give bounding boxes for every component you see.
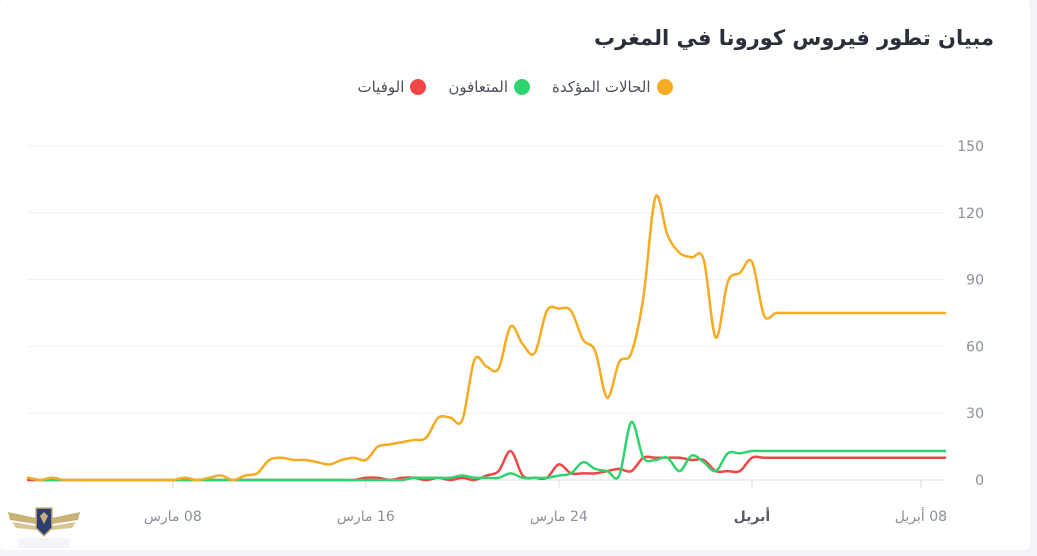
legend-dot-confirmed (656, 79, 673, 95)
y-tick-label: 60 (966, 339, 984, 355)
series-line-confirmed[interactable] (26, 194, 947, 482)
y-tick-label: 0 (975, 473, 984, 489)
legend-item-confirmed[interactable]: الحالات المؤكدة (552, 78, 673, 96)
x-tick-label: 08 مارس (144, 509, 202, 525)
x-tick-label: 08 أبريل (895, 507, 947, 525)
y-tick-label: 30 (966, 406, 984, 422)
x-tick-label: 24 مارس (530, 509, 588, 525)
forum-logo-icon (8, 507, 80, 548)
x-tick-label: أبريل (734, 507, 771, 525)
legend-label-confirmed: الحالات المؤكدة (552, 78, 651, 96)
legend-dot-recovered (514, 79, 531, 95)
chart-legend: الحالات المؤكدة المتعافون الوفيات (0, 78, 1030, 96)
legend-label-recovered: المتعافون (448, 78, 509, 96)
x-tick-label: 16 مارس (337, 509, 395, 525)
chart-title: مبيان تطور فيروس كورونا في المغرب (594, 26, 994, 50)
chart-series (26, 194, 947, 482)
legend-label-deaths: الوفيات (357, 78, 405, 96)
y-tick-label: 90 (966, 273, 984, 289)
legend-dot-deaths (410, 79, 427, 95)
legend-item-recovered[interactable]: المتعافون (448, 78, 531, 96)
series-line-deaths[interactable] (26, 449, 947, 482)
legend-item-deaths[interactable]: الوفيات (357, 78, 427, 96)
series-line-recovered[interactable] (26, 420, 947, 482)
y-tick-label: 120 (957, 206, 984, 222)
y-axis: 0 30 60 90 120 150 (957, 139, 984, 489)
y-tick-label: 150 (957, 139, 984, 155)
x-axis: 08 مارس 16 مارس 24 مارس أبريل 08 أبريل (144, 480, 947, 525)
